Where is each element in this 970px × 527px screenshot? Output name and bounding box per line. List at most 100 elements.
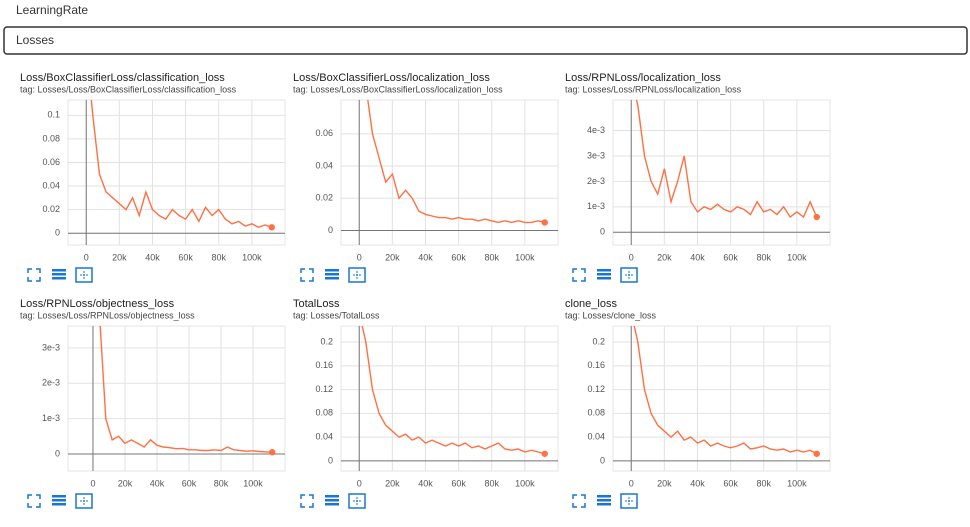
search-text[interactable]: Losses	[16, 33, 54, 47]
last-point	[813, 450, 820, 457]
y-tick-label: 0.06	[315, 128, 333, 138]
chart-title: Loss/BoxClassifierLoss/localization_loss	[293, 72, 490, 84]
y-tick-label: 0.2	[592, 336, 605, 346]
y-tick-label: 0.06	[42, 157, 60, 167]
x-tick-label: 20k	[657, 252, 672, 262]
x-tick-label: 0	[629, 252, 634, 262]
icon	[52, 495, 66, 498]
icon	[348, 267, 366, 283]
series	[90, 100, 272, 229]
icon	[300, 494, 314, 508]
loss-line	[367, 100, 545, 224]
chart-title: Loss/RPNLoss/localization_loss	[565, 72, 721, 84]
x-tick-label: 100k	[787, 478, 807, 488]
icon	[597, 273, 611, 276]
fit-button[interactable]	[348, 267, 366, 283]
chart-toolbar	[300, 267, 366, 283]
icon	[325, 499, 339, 502]
icon	[27, 268, 41, 282]
last-point	[541, 450, 548, 457]
expand-button[interactable]	[572, 494, 586, 508]
fit-button[interactable]	[348, 493, 366, 509]
x-tick-label: 0	[357, 478, 362, 488]
fit-button[interactable]	[620, 267, 638, 283]
icon	[620, 493, 638, 509]
loss-line	[99, 326, 273, 453]
x-tick-label: 100k	[515, 252, 535, 262]
x-tick-label: 80k	[214, 478, 229, 488]
icon	[80, 271, 88, 279]
data-button[interactable]	[52, 495, 66, 506]
x-tick-label: 80k	[756, 478, 771, 488]
chart-toolbar	[300, 493, 366, 509]
x-tick-label: 100k	[787, 252, 807, 262]
fit-button[interactable]	[620, 493, 638, 509]
chart-tag: tag: Losses/clone_loss	[565, 310, 657, 320]
icon	[75, 267, 93, 283]
expand-button[interactable]	[300, 494, 314, 508]
icon	[597, 269, 611, 272]
y-tick-label: 0.04	[42, 180, 60, 190]
x-tick-label: 20k	[112, 252, 127, 262]
y-tick-label: 4e-3	[587, 125, 605, 135]
y-tick-label: 0.04	[587, 432, 605, 442]
y-tick-label: 0.04	[315, 160, 333, 170]
plot-area	[612, 325, 831, 472]
icon	[52, 499, 66, 502]
chart-title: Loss/BoxClassifierLoss/classification_lo…	[20, 72, 225, 84]
chart-toolbar	[572, 493, 638, 509]
x-tick-label: 60k	[723, 252, 738, 262]
search-box[interactable]	[3, 26, 968, 55]
y-tick-label: 0	[328, 225, 333, 235]
y-tick-label: 0	[600, 455, 605, 465]
icon	[300, 268, 314, 282]
series	[367, 100, 545, 224]
last-point	[541, 219, 548, 226]
y-tick-label: 0	[600, 227, 605, 237]
chart-title: TotalLoss	[293, 298, 340, 310]
chart-toolbar	[27, 493, 93, 509]
data-button[interactable]	[325, 495, 339, 506]
expand-button[interactable]	[300, 268, 314, 282]
fit-button[interactable]	[75, 493, 93, 509]
y-tick-label: 0.12	[587, 384, 605, 394]
loss-line	[633, 326, 818, 455]
expand-button[interactable]	[27, 268, 41, 282]
icon	[348, 493, 366, 509]
plot-area	[612, 99, 831, 246]
fit-button[interactable]	[75, 267, 93, 283]
y-tick-label: 2e-3	[42, 378, 60, 388]
series	[633, 326, 818, 455]
x-tick-label: 20k	[385, 252, 400, 262]
icon	[353, 271, 361, 279]
loss-line	[90, 100, 272, 229]
data-button[interactable]	[597, 269, 611, 280]
y-tick-label: 0.2	[320, 336, 333, 346]
icon	[52, 277, 66, 280]
y-tick-label: 0.04	[315, 432, 333, 442]
plot-area	[340, 99, 559, 246]
chart-tag: tag: Losses/Loss/BoxClassifierLoss/local…	[293, 84, 503, 94]
series	[635, 100, 818, 219]
series	[361, 326, 545, 455]
x-tick-label: 20k	[385, 478, 400, 488]
expand-button[interactable]	[27, 494, 41, 508]
chart-tag: tag: Losses/Loss/RPNLoss/localization_lo…	[565, 84, 742, 94]
x-tick-label: 60k	[178, 252, 193, 262]
icon	[52, 503, 66, 506]
data-button[interactable]	[597, 495, 611, 506]
chart-tag: tag: Losses/TotalLoss	[293, 310, 380, 320]
y-tick-label: 0.16	[587, 360, 605, 370]
expand-button[interactable]	[572, 268, 586, 282]
data-button[interactable]	[52, 269, 66, 280]
icon	[52, 269, 66, 272]
data-button[interactable]	[325, 269, 339, 280]
x-tick-label: 0	[84, 252, 89, 262]
section-label[interactable]: LearningRate	[16, 3, 88, 17]
x-tick-label: 40k	[690, 252, 705, 262]
icon	[80, 497, 88, 505]
x-tick-label: 80k	[756, 252, 771, 262]
x-tick-label: 100k	[243, 478, 263, 488]
x-tick-label: 20k	[118, 478, 133, 488]
